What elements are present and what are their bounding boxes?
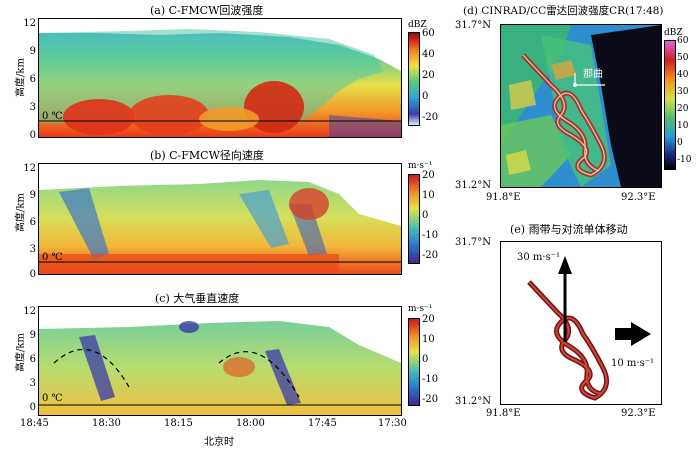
panel-c-unit: m·s⁻¹ bbox=[408, 304, 433, 314]
xtick: 18:15 bbox=[164, 418, 193, 429]
cbar-tick: 20 bbox=[422, 170, 435, 181]
panel-b-unit: m·s⁻¹ bbox=[408, 161, 433, 171]
ytick: 6 bbox=[29, 74, 36, 85]
ytick: 3 bbox=[29, 244, 36, 255]
panel-e-lat-top: 31.7°N bbox=[455, 237, 492, 248]
ytick: 0 bbox=[29, 402, 36, 413]
panel-d-cbar-ticks: 60 50 40 30 20 10 0 -10 bbox=[677, 36, 699, 176]
panel-c-colorbar bbox=[408, 318, 420, 406]
xtick: 18:00 bbox=[236, 418, 265, 429]
xtick: 18:45 bbox=[20, 418, 49, 429]
time-axis-ticks: 18:45 18:30 18:15 18:00 17:45 17:30 bbox=[20, 418, 420, 432]
cbar-tick: -10 bbox=[422, 374, 439, 385]
panel-e-lat-bot: 31.2°N bbox=[455, 396, 492, 407]
radial-velocity-image bbox=[39, 164, 401, 274]
xtick: 17:45 bbox=[308, 418, 337, 429]
panel-a-unit: dBZ bbox=[408, 20, 427, 30]
panel-a-plot: 0 ℃ bbox=[38, 18, 402, 138]
cbar-tick: 60 bbox=[422, 28, 435, 39]
speed-30-label: 30 m·s⁻¹ bbox=[517, 252, 560, 263]
panel-c-plot: 0 ℃ bbox=[38, 306, 402, 416]
panel-d-title: (d) CINRAD/CC雷达回波强度CR(17:48) bbox=[463, 5, 664, 17]
cbar-tick: 20 bbox=[677, 104, 689, 114]
panel-b-ylabel: 高度/km bbox=[15, 193, 27, 232]
xtick: 18:30 bbox=[92, 418, 121, 429]
panel-d-colorbar bbox=[664, 40, 676, 170]
ytick: 6 bbox=[29, 354, 36, 365]
zero-c-label: 0 ℃ bbox=[42, 252, 63, 263]
cbar-tick: 10 bbox=[422, 334, 435, 345]
cbar-tick: 50 bbox=[677, 53, 689, 63]
composite-reflectivity-image bbox=[501, 25, 661, 187]
panel-d-lat-bot: 31.2°N bbox=[455, 180, 492, 191]
cbar-tick: -10 bbox=[677, 155, 692, 165]
panel-c-cbar-ticks: 20 10 0 -10 -20 bbox=[422, 314, 446, 408]
cbar-tick: 20 bbox=[422, 314, 435, 325]
place-label: 那曲 bbox=[583, 69, 603, 80]
cbar-tick: -20 bbox=[422, 250, 439, 261]
reflectivity-image bbox=[39, 19, 401, 137]
ytick: 12 bbox=[23, 18, 36, 29]
speed-10-label: 10 m·s⁻¹ bbox=[611, 358, 654, 369]
panel-e-title: (e) 雨带与对流单体移动 bbox=[510, 223, 628, 236]
panel-b-title: (b) C-FMCW径向速度 bbox=[150, 149, 264, 162]
cbar-tick: 0 bbox=[422, 210, 429, 221]
ytick: 9 bbox=[29, 330, 36, 341]
movement-schematic bbox=[501, 242, 661, 404]
cbar-tick: 30 bbox=[677, 87, 689, 97]
panel-d-lon-right: 92.3°E bbox=[621, 192, 656, 203]
cbar-tick: 10 bbox=[422, 190, 435, 201]
cbar-tick: -20 bbox=[422, 112, 439, 123]
panel-d-lon-left: 91.8°E bbox=[486, 192, 521, 203]
cbar-tick: 40 bbox=[677, 70, 689, 80]
ytick: 12 bbox=[23, 306, 36, 317]
cbar-tick: 0 bbox=[677, 138, 683, 148]
panel-d-lat-top: 31.7°N bbox=[455, 20, 492, 31]
ytick: 0 bbox=[29, 130, 36, 141]
cbar-tick: 0 bbox=[422, 91, 429, 102]
ytick: 9 bbox=[29, 46, 36, 57]
ytick: 6 bbox=[29, 217, 36, 228]
cbar-tick: 0 bbox=[422, 354, 429, 365]
cbar-tick: 10 bbox=[677, 121, 689, 131]
panel-e-lon-right: 92.3°E bbox=[621, 408, 656, 419]
panel-a-ylabel: 高度/km bbox=[15, 58, 27, 97]
panel-a-title: (a) C-FMCW回波强度 bbox=[150, 4, 264, 17]
cbar-tick: 20 bbox=[422, 70, 435, 81]
zero-c-label: 0 ℃ bbox=[42, 111, 63, 122]
time-axis-label: 北京时 bbox=[204, 437, 234, 448]
panel-b-cbar-ticks: 20 10 0 -10 -20 bbox=[422, 170, 446, 266]
panel-c-title: (c) 大气垂直速度 bbox=[155, 292, 240, 305]
ytick: 12 bbox=[23, 163, 36, 174]
cbar-tick: -10 bbox=[422, 230, 439, 241]
ytick: 0 bbox=[29, 269, 36, 280]
panel-b-plot: 0 ℃ bbox=[38, 163, 402, 275]
panel-d-map: 那曲 bbox=[500, 24, 662, 188]
panel-b-colorbar bbox=[408, 174, 420, 264]
ytick: 9 bbox=[29, 190, 36, 201]
cbar-tick: 40 bbox=[422, 49, 435, 60]
panel-e-lon-left: 91.8°E bbox=[486, 408, 521, 419]
panel-e-schematic: 30 m·s⁻¹ 10 m·s⁻¹ bbox=[500, 241, 662, 405]
ytick: 3 bbox=[29, 378, 36, 389]
panel-c-ylabel: 高度/km bbox=[15, 333, 27, 372]
ytick: 3 bbox=[29, 102, 36, 113]
zero-c-label: 0 ℃ bbox=[42, 393, 63, 404]
xtick: 17:30 bbox=[378, 418, 407, 429]
cbar-tick: 60 bbox=[677, 36, 689, 46]
panel-d-unit: dBZ bbox=[664, 28, 683, 38]
panel-a-colorbar bbox=[408, 32, 420, 126]
vertical-velocity-image bbox=[39, 307, 401, 415]
cbar-tick: -20 bbox=[422, 394, 439, 405]
panel-a-cbar-ticks: 60 40 20 0 -20 bbox=[422, 28, 446, 128]
